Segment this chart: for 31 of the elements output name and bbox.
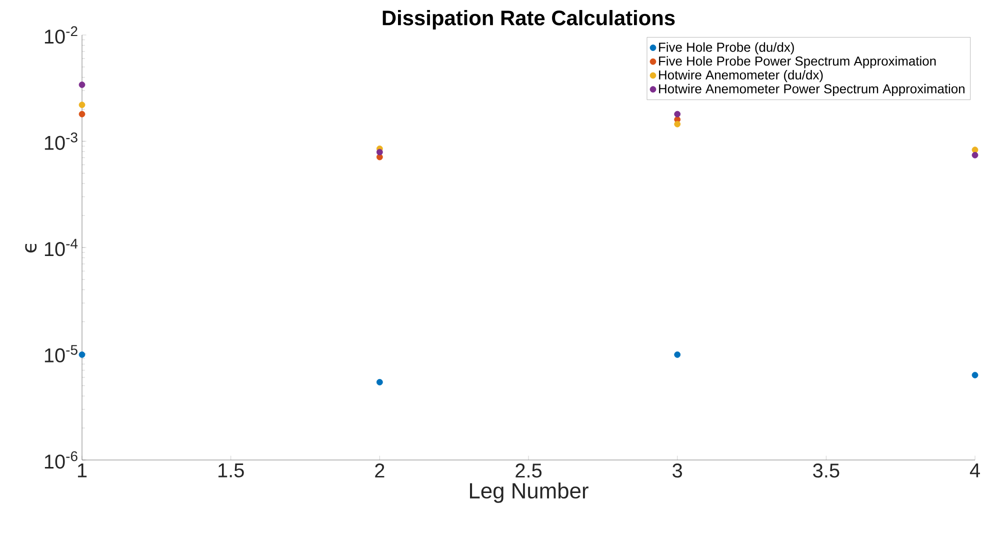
x-tick-label: 1.5 — [218, 464, 244, 478]
x-tick-label: 2 — [375, 464, 384, 478]
y-axis-title: ϵ — [25, 244, 37, 253]
point — [78, 102, 86, 108]
x-tick-label: 4 — [970, 464, 980, 478]
point — [78, 351, 86, 358]
y-tick-label: 10$^{-4}$ — [44, 238, 78, 256]
x-axis-title: Leg Number — [470, 482, 588, 503]
legend-label: Hotwire Anemometer (du/dx) — [659, 70, 823, 82]
legend-label: Five Hole Probe (du/dx) — [659, 42, 794, 54]
point — [972, 372, 978, 378]
x-tick-label: 3.5 — [813, 464, 840, 478]
point — [972, 146, 978, 154]
legend-label: Hotwire Anemometer Power Spectrum Approximation — [659, 84, 964, 96]
point — [674, 120, 681, 128]
point — [78, 82, 86, 88]
point — [78, 110, 86, 118]
point — [674, 110, 681, 118]
y-tick-label: 10$^{-3}$ — [44, 132, 78, 150]
y-tick-label: 10$^{-5}$ — [44, 345, 78, 362]
chart-title: Dissipation Rate Calculations — [382, 10, 675, 30]
x-tick-label: 3 — [672, 464, 682, 478]
x-tick-label: 2.5 — [516, 464, 542, 478]
point — [972, 152, 978, 158]
y-tick-label: 10$^{-2}$ — [44, 26, 78, 44]
point — [674, 351, 681, 358]
x-tick-label: 1 — [78, 464, 87, 478]
point — [376, 148, 383, 156]
legend-label: Five Hole Probe Power Spectrum Approximation — [659, 56, 936, 68]
point — [376, 378, 383, 386]
y-tick-label: 10$^{-6}$ — [44, 451, 78, 469]
